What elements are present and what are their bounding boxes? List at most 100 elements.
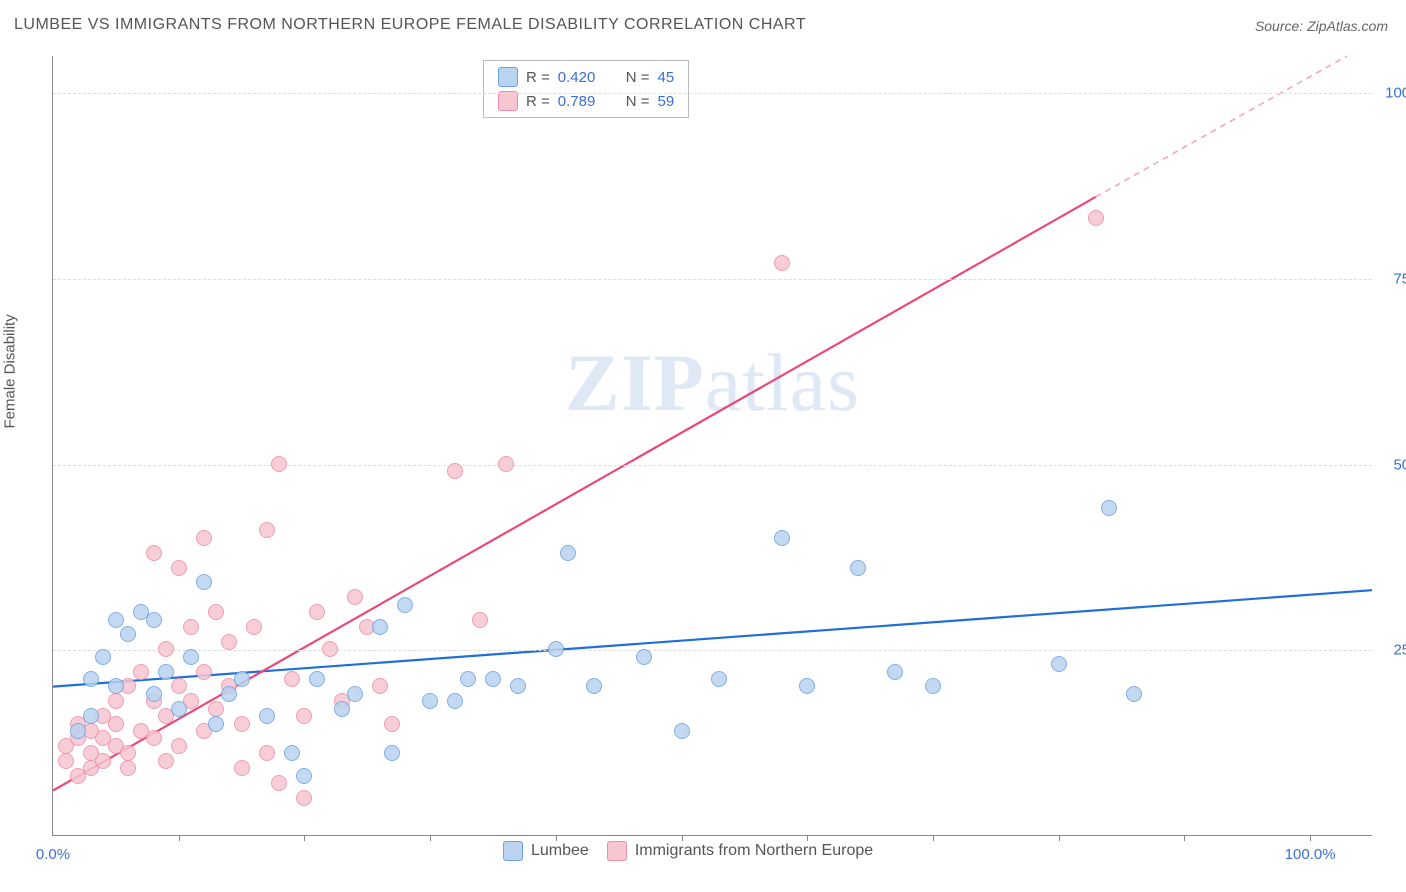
data-point-lumbee (485, 671, 501, 687)
data-point-immigrants (498, 456, 514, 472)
data-point-lumbee (384, 745, 400, 761)
data-point-lumbee (108, 678, 124, 694)
data-point-immigrants (774, 255, 790, 271)
data-point-immigrants (95, 753, 111, 769)
data-point-immigrants (171, 678, 187, 694)
n-label: N = (626, 93, 650, 110)
data-point-lumbee (586, 678, 602, 694)
n-value: 59 (658, 93, 675, 110)
data-point-immigrants (221, 634, 237, 650)
source-prefix: Source: (1255, 18, 1307, 34)
gridline (53, 279, 1372, 280)
data-point-immigrants (296, 790, 312, 806)
data-point-immigrants (146, 730, 162, 746)
data-point-lumbee (372, 619, 388, 635)
data-point-immigrants (309, 604, 325, 620)
data-point-immigrants (133, 664, 149, 680)
y-tick-label: 25.0% (1393, 642, 1406, 659)
data-point-immigrants (108, 716, 124, 732)
data-point-immigrants (271, 456, 287, 472)
x-tick-mark (304, 835, 305, 841)
x-tick-mark (179, 835, 180, 841)
data-point-lumbee (183, 649, 199, 665)
data-point-lumbee (309, 671, 325, 687)
correlation-legend: R =0.420N =45R =0.789N =59 (483, 60, 689, 118)
data-point-immigrants (1088, 210, 1104, 226)
data-point-immigrants (196, 530, 212, 546)
data-point-immigrants (146, 545, 162, 561)
data-point-lumbee (422, 693, 438, 709)
x-tick-mark (1310, 835, 1311, 841)
series-legend: Lumbee Immigrants from Northern Europe (503, 841, 873, 861)
data-point-immigrants (447, 463, 463, 479)
data-point-immigrants (158, 753, 174, 769)
data-point-immigrants (108, 693, 124, 709)
watermark: ZIPatlas (565, 336, 860, 430)
data-point-immigrants (284, 671, 300, 687)
y-axis-label: Female Disability (2, 314, 19, 428)
data-point-lumbee (70, 723, 86, 739)
data-point-lumbee (83, 671, 99, 687)
data-point-lumbee (95, 649, 111, 665)
data-point-immigrants (234, 716, 250, 732)
data-point-lumbee (221, 686, 237, 702)
x-tick-mark (807, 835, 808, 841)
data-point-immigrants (347, 589, 363, 605)
x-tick-mark (933, 835, 934, 841)
data-point-immigrants (208, 604, 224, 620)
data-point-lumbee (120, 626, 136, 642)
data-point-lumbee (108, 612, 124, 628)
data-point-immigrants (58, 753, 74, 769)
data-point-lumbee (636, 649, 652, 665)
r-value: 0.789 (558, 93, 610, 110)
y-tick-label: 100.0% (1385, 85, 1406, 102)
gridline (53, 93, 1372, 94)
x-tick-mark (556, 835, 557, 841)
data-point-lumbee (560, 545, 576, 561)
data-point-lumbee (887, 664, 903, 680)
gridline (53, 465, 1372, 466)
data-point-lumbee (234, 671, 250, 687)
watermark-rest: atlas (705, 337, 860, 428)
data-point-lumbee (460, 671, 476, 687)
y-tick-label: 50.0% (1393, 456, 1406, 473)
r-label: R = (526, 69, 550, 86)
data-point-lumbee (1126, 686, 1142, 702)
data-point-immigrants (259, 745, 275, 761)
data-point-immigrants (120, 760, 136, 776)
data-point-immigrants (196, 664, 212, 680)
data-point-lumbee (1101, 500, 1117, 516)
data-point-lumbee (83, 708, 99, 724)
data-point-lumbee (146, 686, 162, 702)
data-point-lumbee (397, 597, 413, 613)
data-point-lumbee (196, 574, 212, 590)
data-point-immigrants (158, 641, 174, 657)
data-point-immigrants (472, 612, 488, 628)
chart-title: LUMBEE VS IMMIGRANTS FROM NORTHERN EUROP… (14, 16, 806, 34)
legend-swatch (498, 67, 518, 87)
data-point-lumbee (799, 678, 815, 694)
x-tick-mark (1059, 835, 1060, 841)
data-point-lumbee (674, 723, 690, 739)
data-point-immigrants (234, 760, 250, 776)
x-tick-mark (682, 835, 683, 841)
regression-lines (53, 56, 1372, 835)
data-point-immigrants (171, 560, 187, 576)
n-label: N = (626, 69, 650, 86)
data-point-immigrants (183, 619, 199, 635)
data-point-immigrants (208, 701, 224, 717)
immigrants-label: Immigrants from Northern Europe (635, 842, 873, 860)
data-point-lumbee (259, 708, 275, 724)
data-point-lumbee (548, 641, 564, 657)
lumbee-label: Lumbee (531, 842, 589, 860)
gridline (53, 650, 1372, 651)
x-tick-label: 0.0% (36, 846, 70, 863)
legend-item-lumbee: Lumbee (503, 841, 589, 861)
data-point-lumbee (925, 678, 941, 694)
data-point-lumbee (774, 530, 790, 546)
n-value: 45 (658, 69, 675, 86)
data-point-lumbee (208, 716, 224, 732)
watermark-bold: ZIP (565, 337, 705, 428)
source-name: ZipAtlas.com (1307, 18, 1388, 34)
r-label: R = (526, 93, 550, 110)
